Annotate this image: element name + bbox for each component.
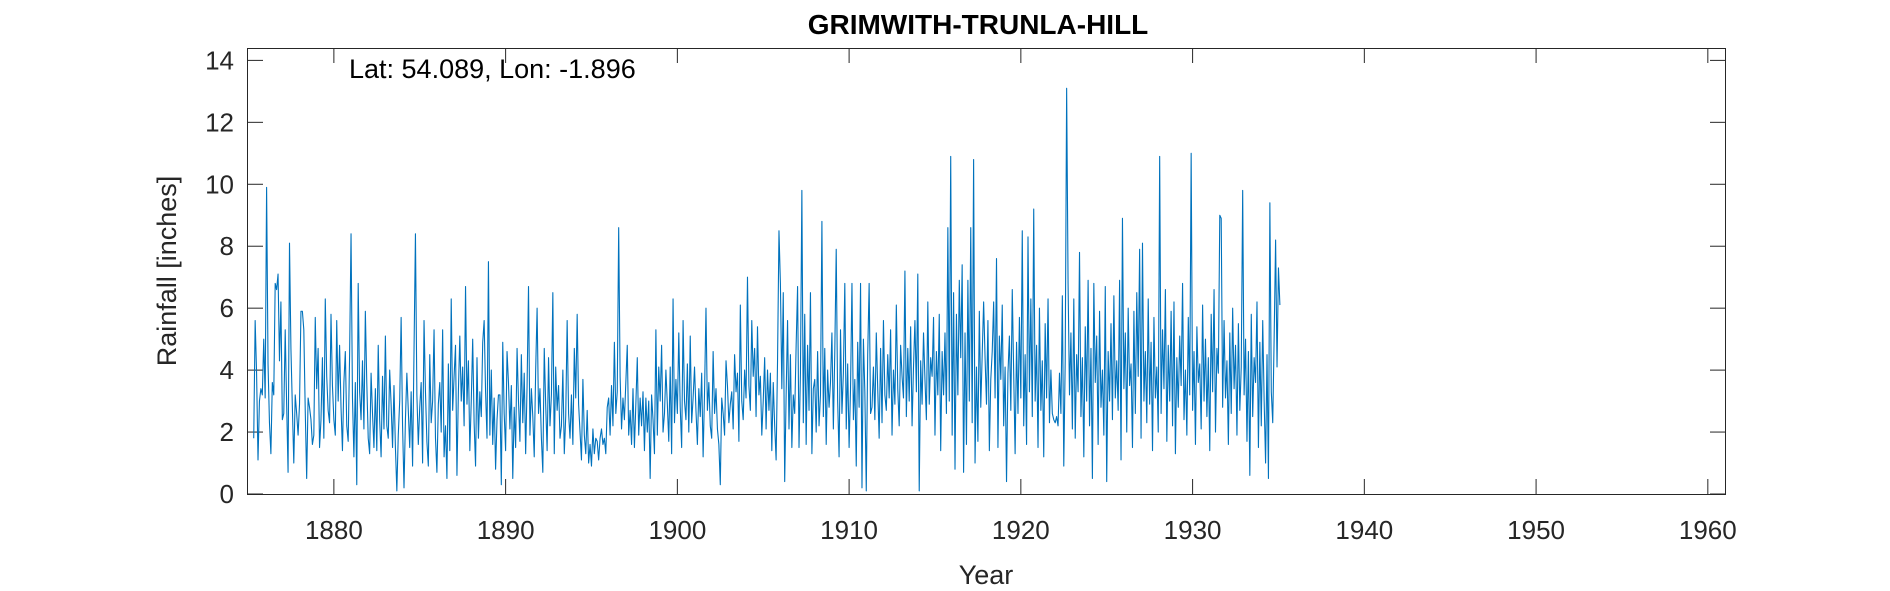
x-tick-label: 1930 [1164,515,1222,545]
y-tick-label: 10 [205,169,234,199]
y-tick-label: 14 [205,45,234,75]
x-tick-label: 1900 [648,515,706,545]
x-axis-ticks: 1880 1890 1900 1910 1920 1930 1940 1950 1960 [305,48,1737,545]
series-layer [253,87,1281,492]
x-axis-title: Year [959,560,1014,590]
y-axis-title: Rainfall [inches] [152,176,182,367]
y-axis-ticks: 0 2 4 6 8 10 12 14 [205,45,1725,509]
rainfall-series-line [253,87,1281,492]
x-tick-label: 1920 [992,515,1050,545]
x-tick-label: 1880 [305,515,363,545]
y-tick-label: 12 [205,107,234,137]
x-tick-label: 1890 [477,515,535,545]
x-tick-label: 1950 [1507,515,1565,545]
y-tick-label: 4 [220,355,234,385]
y-tick-label: 6 [220,293,234,323]
y-tick-label: 2 [220,417,234,447]
location-annotation: Lat: 54.089, Lon: -1.896 [349,54,636,84]
y-tick-label: 0 [220,479,234,509]
x-tick-label: 1960 [1679,515,1737,545]
y-tick-label: 8 [220,231,234,261]
x-tick-label: 1940 [1335,515,1393,545]
x-tick-label: 1910 [820,515,878,545]
chart-title: GRIMWITH-TRUNLA-HILL [808,9,1149,40]
